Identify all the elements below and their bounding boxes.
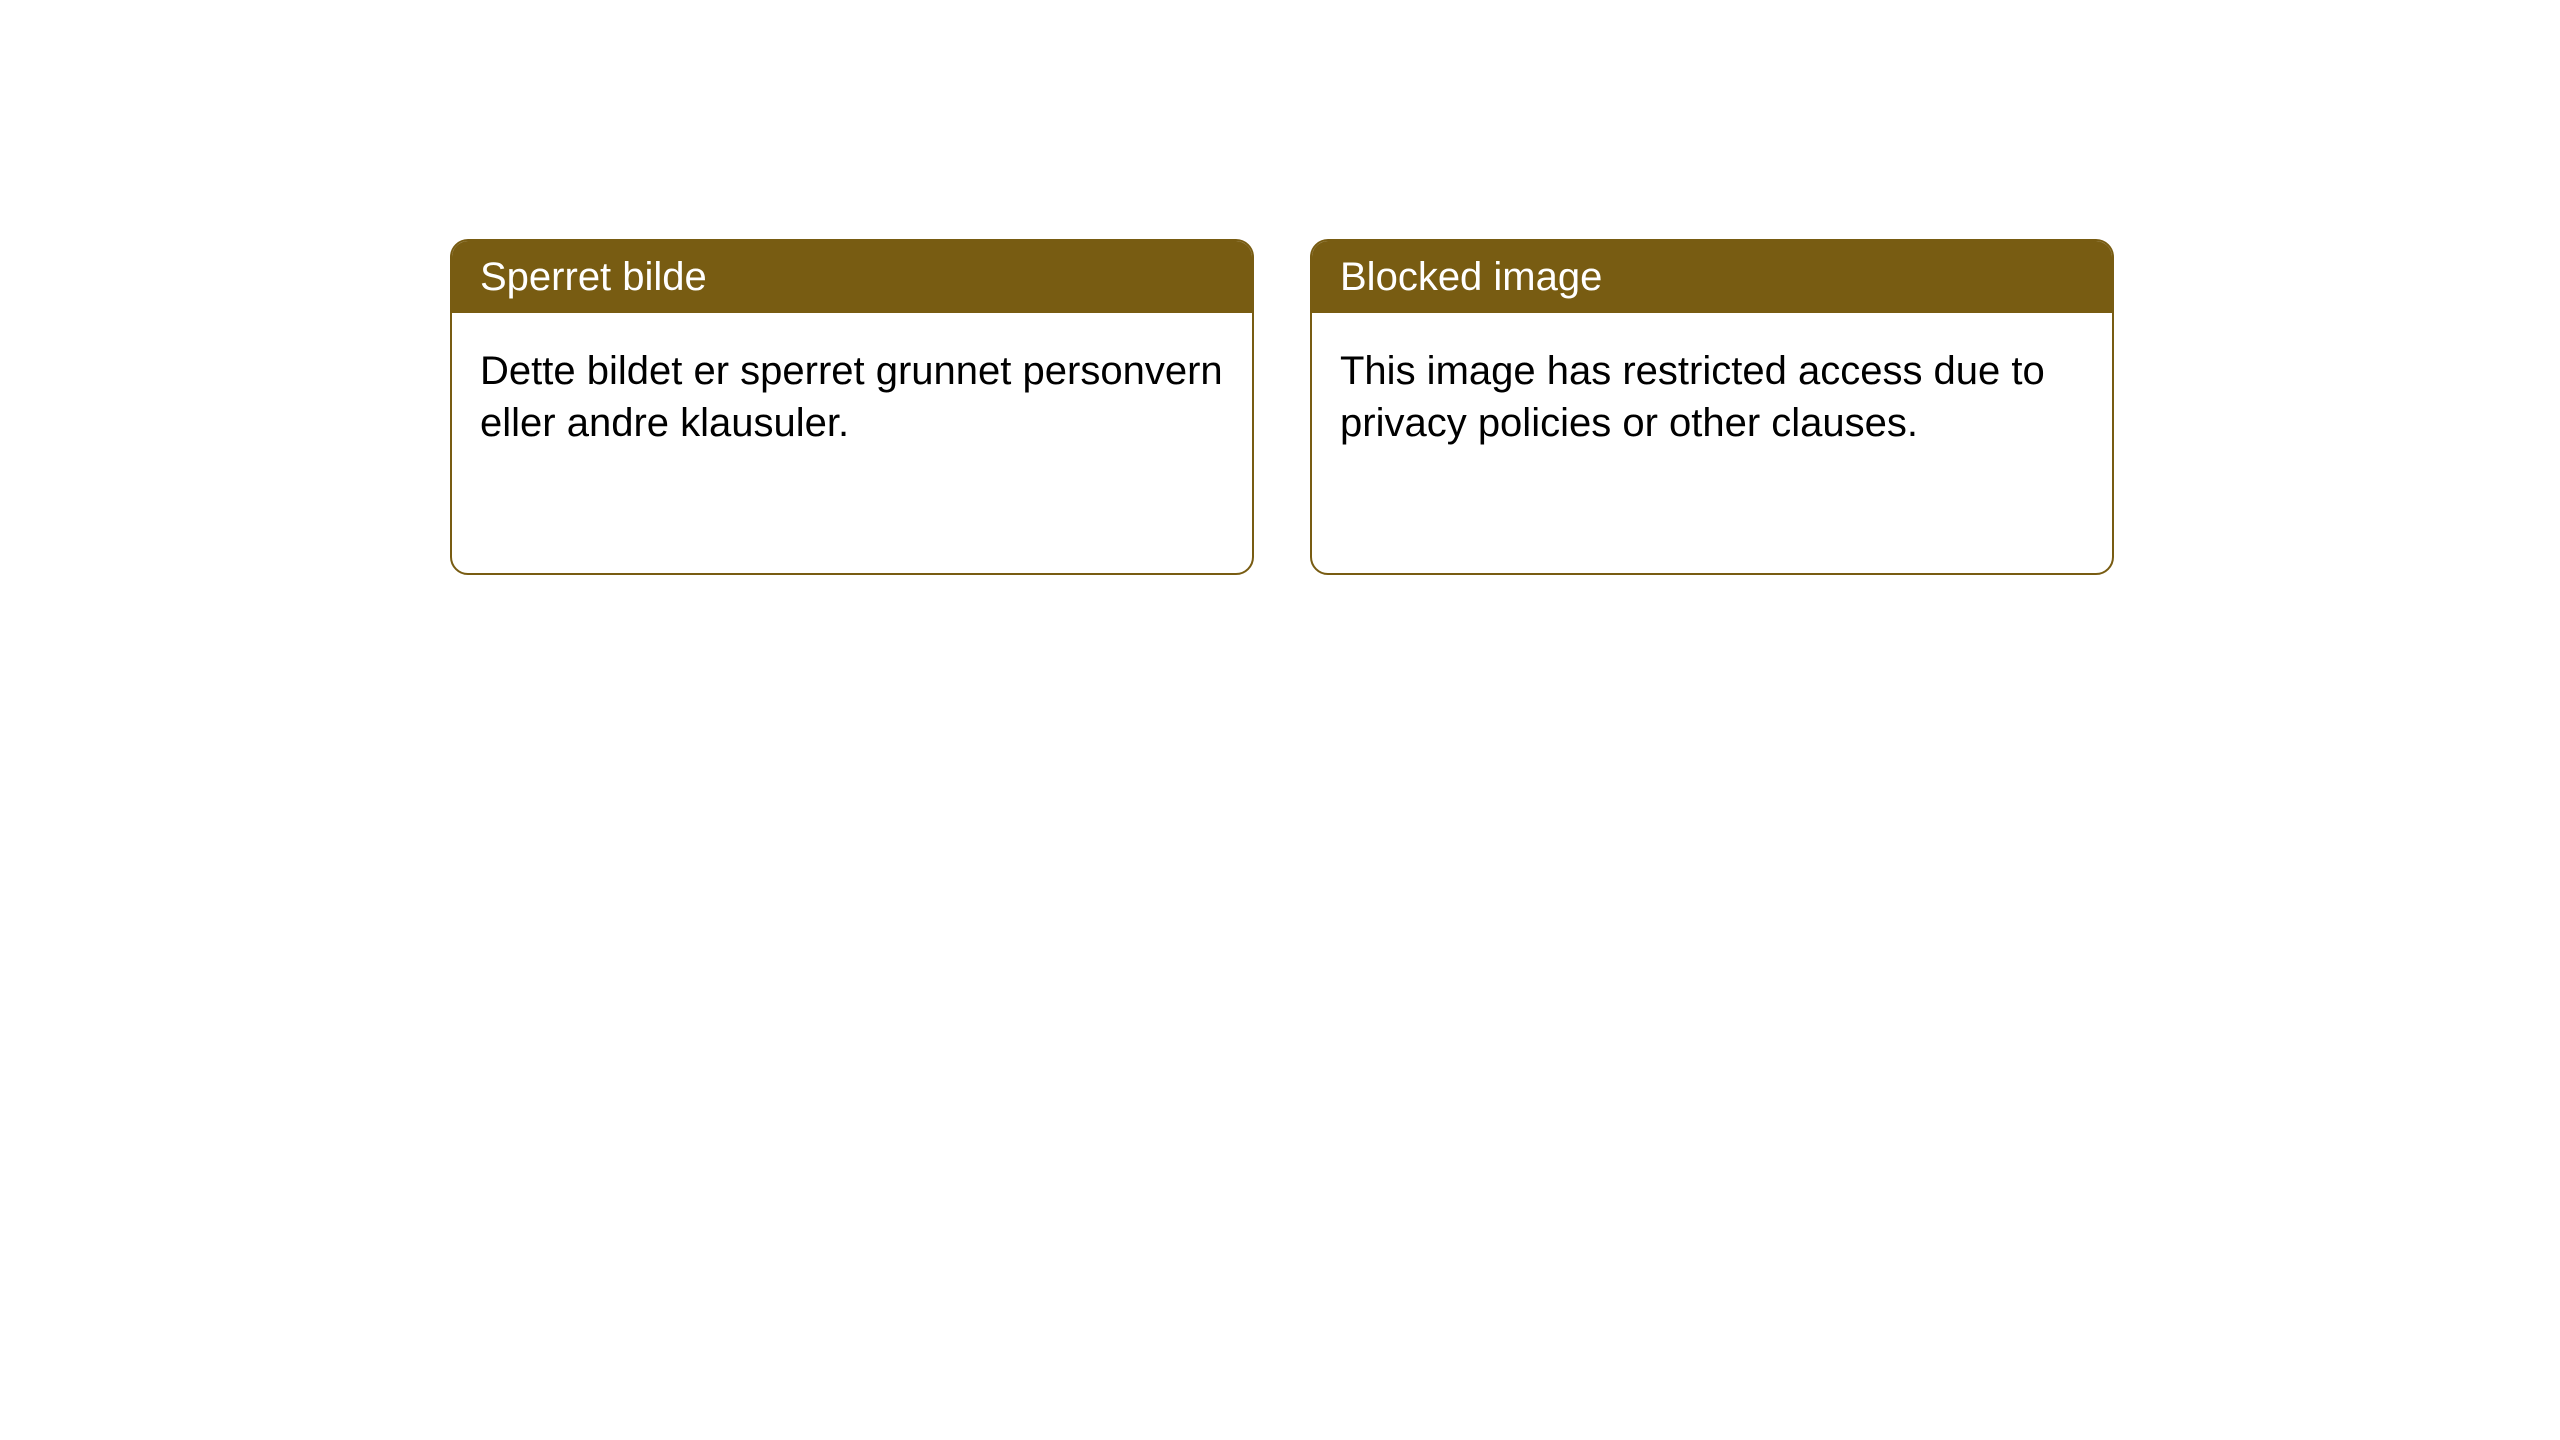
notice-card-norwegian: Sperret bilde Dette bildet er sperret gr… — [450, 239, 1254, 575]
card-title-english: Blocked image — [1340, 255, 1602, 299]
notice-card-english: Blocked image This image has restricted … — [1310, 239, 2114, 575]
card-header-norwegian: Sperret bilde — [452, 241, 1252, 313]
notice-cards-container: Sperret bilde Dette bildet er sperret gr… — [450, 239, 2114, 575]
card-body-norwegian: Dette bildet er sperret grunnet personve… — [452, 313, 1252, 481]
card-text-norwegian: Dette bildet er sperret grunnet personve… — [480, 349, 1223, 445]
card-body-english: This image has restricted access due to … — [1312, 313, 2112, 481]
card-text-english: This image has restricted access due to … — [1340, 349, 2045, 445]
card-title-norwegian: Sperret bilde — [480, 255, 707, 299]
card-header-english: Blocked image — [1312, 241, 2112, 313]
